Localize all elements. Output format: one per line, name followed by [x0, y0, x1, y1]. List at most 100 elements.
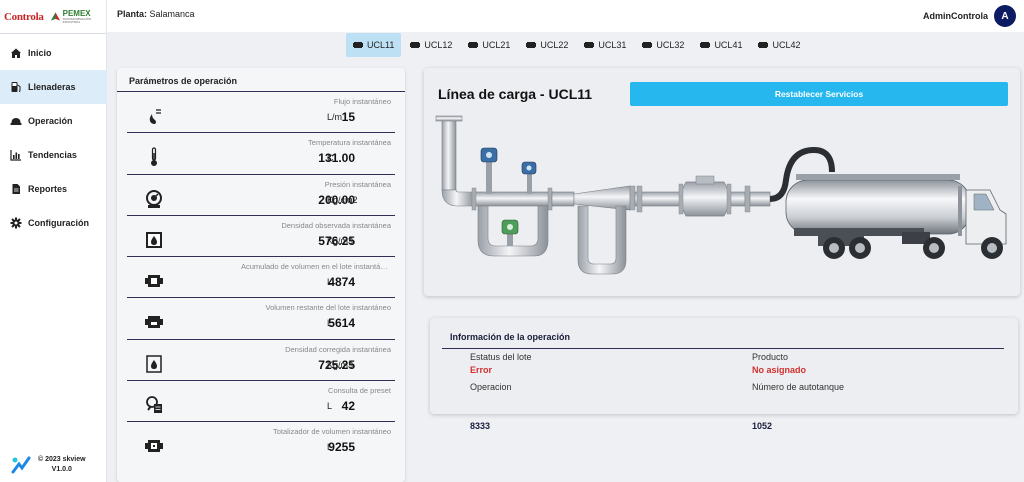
volume-total-icon [145, 440, 163, 453]
loading-line-diagram [435, 115, 1007, 275]
ucl-icon [642, 42, 653, 48]
tab-label: UCL12 [424, 40, 453, 50]
param-unit: L [327, 318, 333, 329]
tab-ucl12[interactable]: UCL12 [403, 33, 459, 57]
gear-icon [10, 217, 22, 229]
sidebar-item-label: Llenaderas [28, 82, 76, 92]
pemex-subtitle: TRANSFORMACIÓN INDUSTRIAL [62, 16, 92, 24]
tab-label: UCL21 [482, 40, 511, 50]
sidebar-item-label: Configuración [28, 218, 89, 228]
param-value: 131.00 [318, 151, 355, 166]
sidebar-footer: © 2023 skview V1.0.0 [10, 454, 86, 476]
sidebar: Controla PEMEX TRANSFORMACIÓN INDUSTRIAL… [0, 0, 107, 482]
tanker-truck [785, 174, 1007, 259]
user-menu[interactable]: AdminControla A [923, 5, 1016, 27]
sidebar-item-configuracion[interactable]: Configuración [0, 206, 107, 240]
thermometer-icon [151, 147, 157, 167]
param-label: Acumulado de volumen en el lote instantá… [241, 262, 391, 272]
param-label: Volumen restante del lote instantáneo [265, 303, 391, 313]
param-row-densidad-observada: Densidad observada instantánea 576.25 Kg… [127, 216, 395, 258]
valve-pipe-run [634, 175, 771, 217]
pressure-gauge-icon [146, 189, 162, 208]
param-label: Densidad observada instantánea [281, 220, 391, 230]
skview-logo-icon [11, 456, 31, 474]
sidebar-item-label: Tendencias [28, 150, 77, 160]
sidebar-item-inicio[interactable]: Inicio [0, 36, 107, 70]
param-label: Temperatura instantánea [308, 138, 391, 148]
param-label: Flujo instantáneo [333, 97, 391, 106]
ucl-icon [584, 42, 595, 48]
tab-label: UCL42 [772, 40, 801, 50]
param-row-preset: Consulta de preset 42 L [127, 381, 395, 423]
field-value: Error [470, 365, 493, 375]
ucl-icon [353, 42, 363, 48]
param-value: 5614 [328, 316, 355, 331]
ucl-tabs: UCL11 UCL12 UCL21 UCL22 UCL31 UCL32 UCL4… [346, 33, 807, 57]
tab-label: UCL22 [540, 40, 569, 50]
tab-ucl41[interactable]: UCL41 [693, 33, 749, 57]
field-value: 1052 [752, 421, 773, 431]
preset-search-icon [146, 396, 162, 414]
brand-logos: Controla PEMEX TRANSFORMACIÓN INDUSTRIAL [0, 0, 106, 34]
density-drop-icon [146, 231, 162, 248]
param-row-volumen-restante: Volumen restante del lote instantáneo 56… [127, 298, 395, 340]
pemex-logo: PEMEX TRANSFORMACIÓN INDUSTRIAL [50, 8, 106, 24]
param-unit: L [327, 401, 333, 412]
avatar[interactable]: A [994, 5, 1016, 27]
flow-drop-icon [149, 109, 161, 124]
param-row-temperatura: Temperatura instantánea 131.00 C [127, 133, 395, 175]
loading-line-card: Línea de carga - UCL11 Restablecer Servi… [424, 68, 1020, 296]
tab-ucl22[interactable]: UCL22 [519, 33, 575, 57]
plant-value: Salamanca [149, 9, 195, 19]
field-label: Estatus del lote [470, 352, 532, 362]
tab-label: UCL41 [714, 40, 743, 50]
sidebar-item-reportes[interactable]: Reportes [0, 172, 107, 206]
field-value: No asignado [752, 365, 807, 375]
sidebar-item-llenaderas[interactable]: Llenaderas [0, 70, 107, 104]
pressure-transmitter-icon [480, 147, 498, 194]
plant-indicator: Planta: Salamanca [117, 9, 195, 19]
tab-ucl11[interactable]: UCL11 [346, 33, 402, 57]
field-estatus-lote: Estatus del lote Error [470, 352, 532, 375]
tab-label: UCL31 [598, 40, 627, 50]
param-label: Presión instantánea [324, 179, 391, 189]
sidebar-item-tendencias[interactable]: Tendencias [0, 138, 107, 172]
field-label: Número de autotanque [752, 382, 845, 392]
param-value: 200.00 [318, 192, 355, 207]
ucl-icon [526, 42, 537, 48]
loading-line-title: Línea de carga - UCL11 [438, 86, 593, 102]
plant-label: Planta: [117, 9, 148, 19]
sidebar-nav: Inicio Llenaderas Operación Tendencias R… [0, 36, 107, 240]
tab-ucl32[interactable]: UCL32 [635, 33, 691, 57]
param-row-densidad-corregida: Densidad corregida instantánea 725.25 Kg… [127, 340, 395, 382]
param-value: 725.25 [318, 357, 355, 372]
param-row-flujo: Flujo instantáneo 15 L/m [127, 92, 395, 134]
reset-services-button[interactable]: Restablecer Servicios [630, 82, 1008, 106]
pemex-emblem-icon [50, 11, 60, 21]
document-icon [10, 183, 22, 195]
field-label: Producto [752, 352, 789, 362]
tab-ucl21[interactable]: UCL21 [461, 33, 517, 57]
param-unit: L [327, 277, 333, 288]
param-value: 4874 [328, 275, 355, 290]
ucl-icon [700, 42, 711, 48]
copyright-text: © 2023 skview [38, 456, 86, 464]
field-label: Operacion [470, 382, 512, 392]
operation-info-card: Información de la operación Estatus del … [430, 318, 1018, 431]
volume-accumulated-icon [145, 275, 163, 288]
volume-remaining-icon [145, 316, 163, 329]
param-unit: L/m [327, 112, 343, 122]
pemex-name: PEMEX [62, 8, 91, 18]
user-name: AdminControla [923, 11, 988, 21]
tab-label: UCL32 [656, 40, 685, 50]
param-unit: Kg/m3 [327, 359, 354, 370]
loading-hose [769, 146, 835, 202]
tab-ucl42[interactable]: UCL42 [751, 33, 807, 57]
sidebar-item-operacion[interactable]: Operación [0, 104, 107, 138]
version-text: V1.0.0 [51, 466, 72, 473]
param-label: Consulta de preset [328, 386, 391, 396]
operation-parameters-card: Parámetros de operación Flujo instantáne… [117, 68, 405, 482]
tab-ucl31[interactable]: UCL31 [577, 33, 633, 57]
param-row-acumulado: Acumulado de volumen en el lote instantá… [127, 257, 395, 299]
density-corrected-icon [146, 355, 162, 373]
